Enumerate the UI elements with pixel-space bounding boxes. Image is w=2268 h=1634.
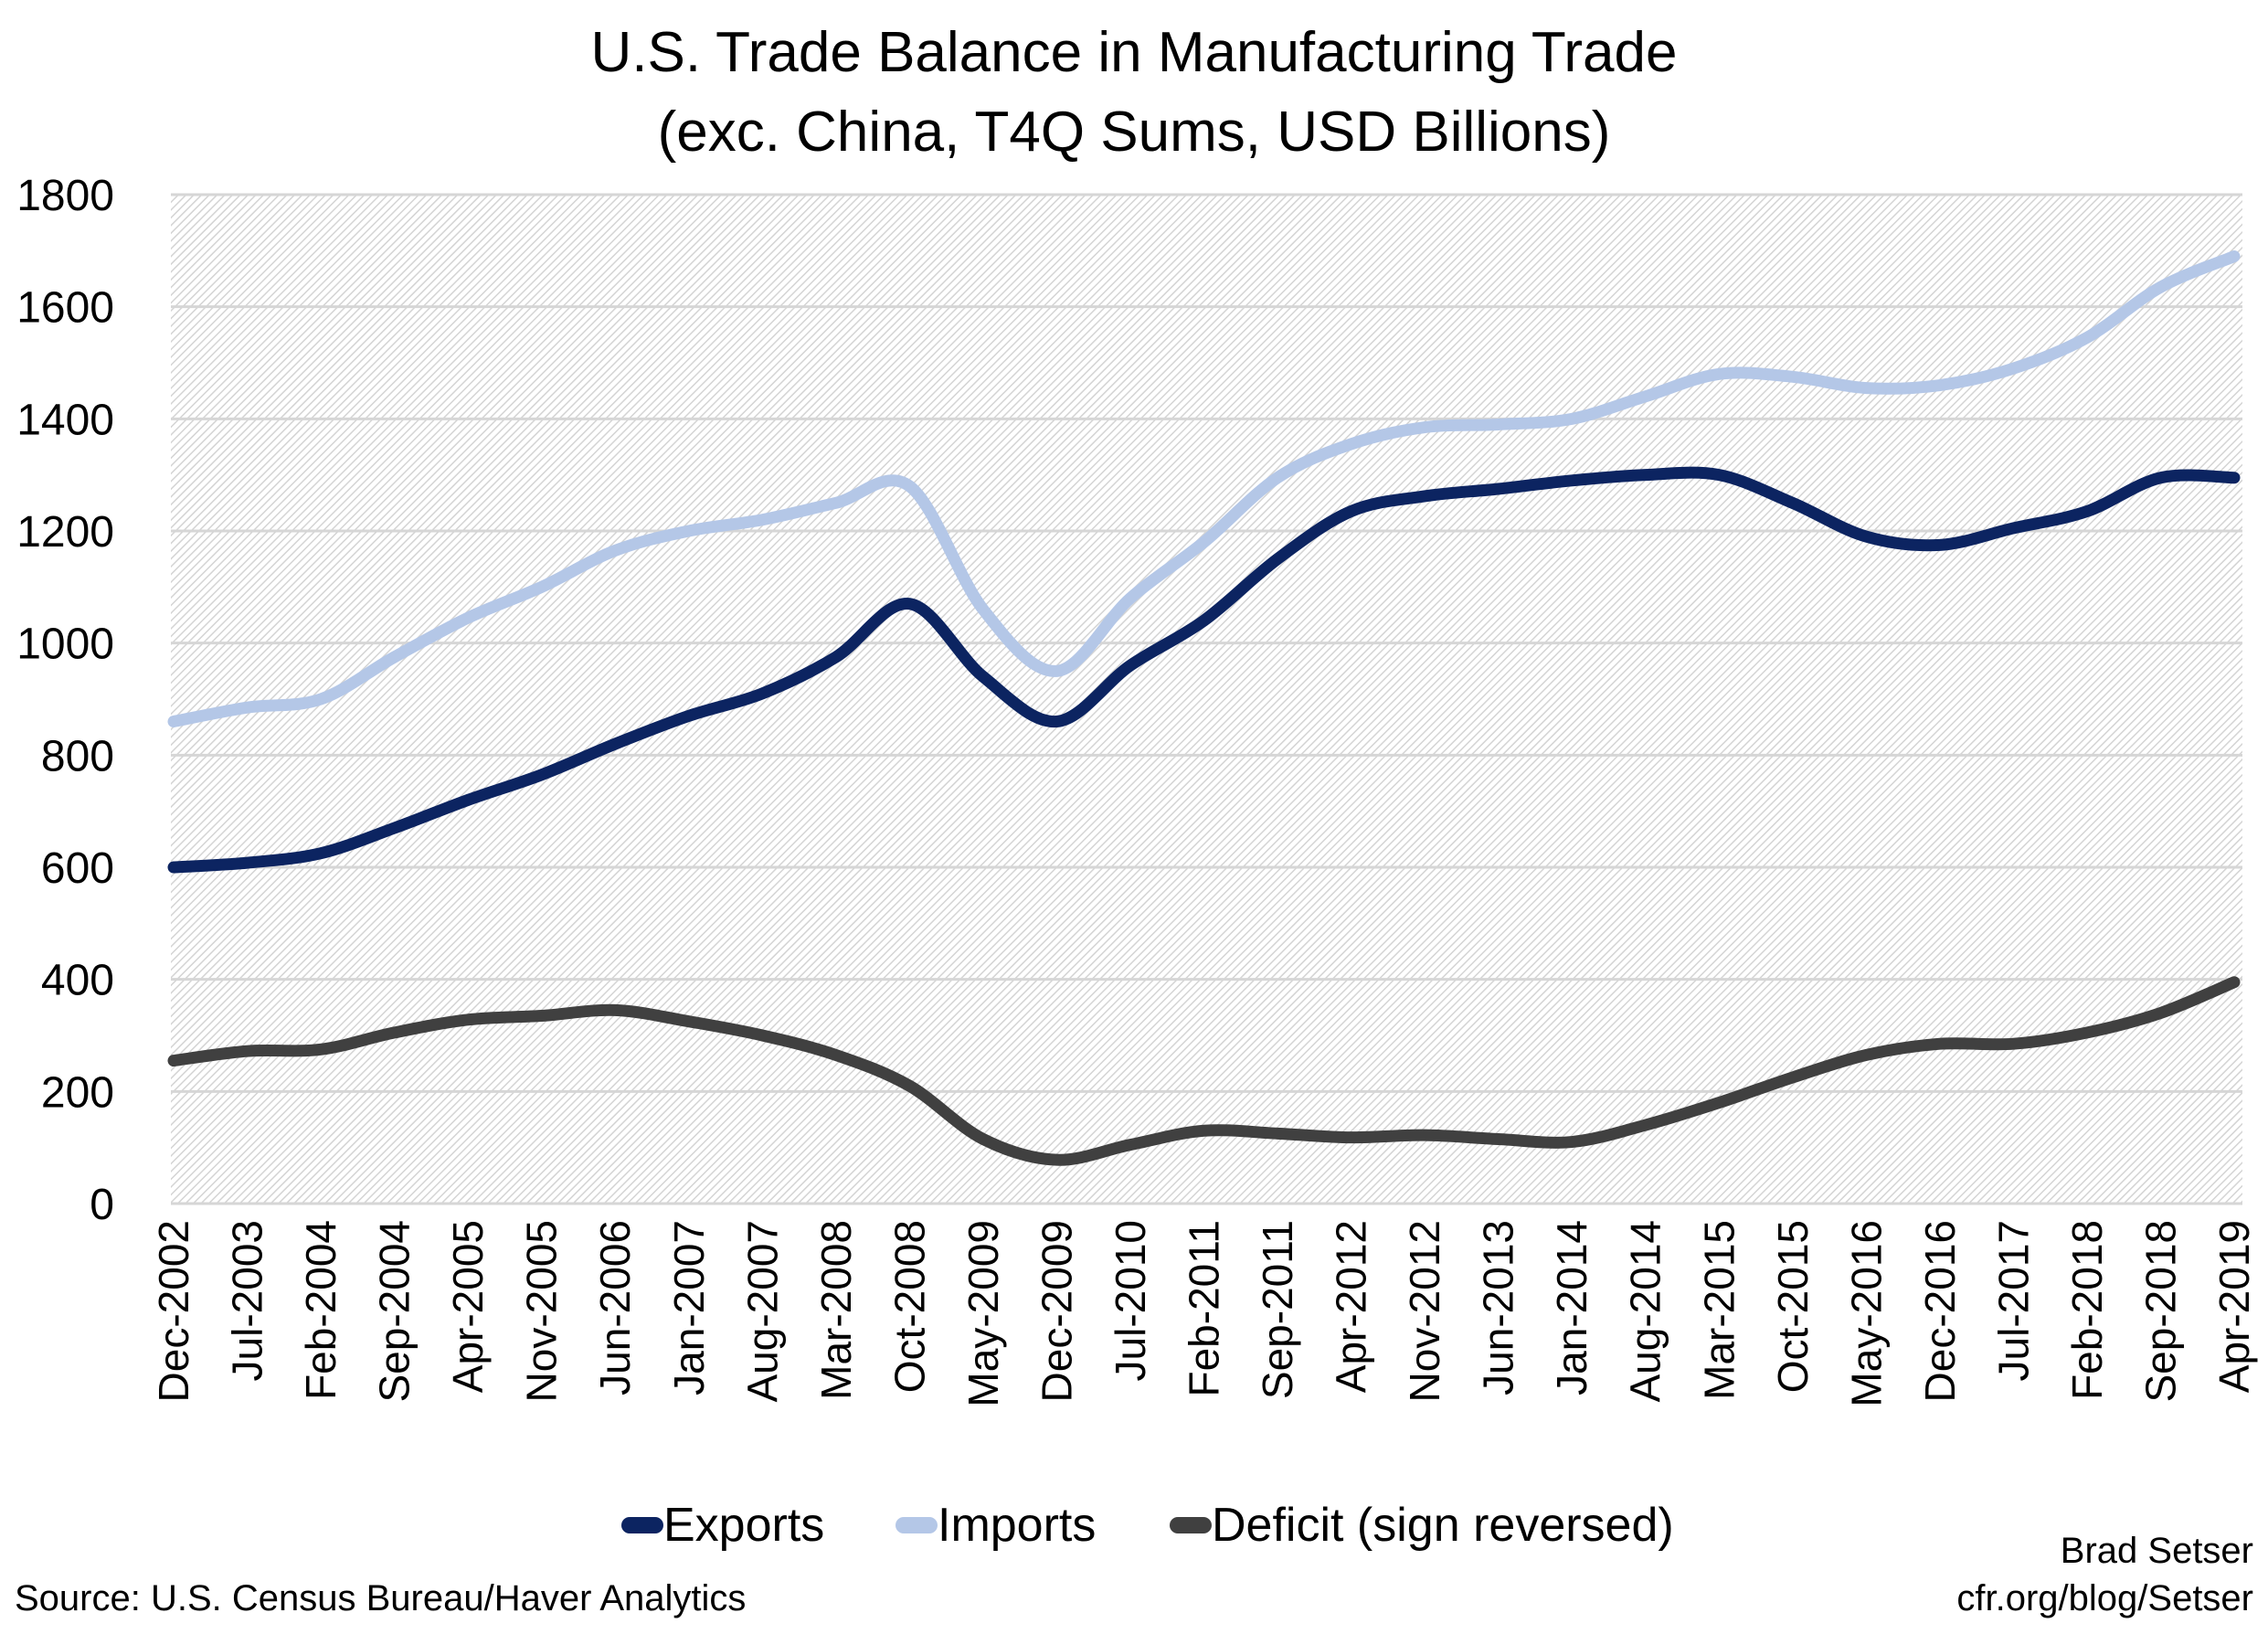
y-tick-label: 1000 <box>16 621 114 669</box>
x-tick-label: Dec-2002 <box>150 1220 197 1402</box>
x-tick-label: Jun-2006 <box>591 1220 639 1395</box>
chart-title: U.S. Trade Balance in Manufacturing Trad… <box>591 21 1678 84</box>
series-line-deficit <box>167 976 2241 1166</box>
x-tick-label: Sep-2018 <box>2136 1220 2184 1403</box>
x-tick-label: Sep-2004 <box>371 1220 419 1403</box>
x-tick-label: Jul-2010 <box>1107 1220 1154 1381</box>
legend-swatch <box>1170 1517 1212 1533</box>
legend-swatch <box>621 1517 663 1533</box>
x-tick-label: Jun-2013 <box>1475 1220 1522 1395</box>
y-tick-label: 600 <box>41 844 114 893</box>
y-tick-label: 400 <box>41 957 114 1005</box>
x-tick-label: Feb-2004 <box>297 1220 344 1400</box>
legend-label: Imports <box>938 1499 1096 1552</box>
x-tick-label: Jul-2017 <box>1989 1220 2037 1381</box>
x-tick-label: Sep-2011 <box>1254 1220 1301 1399</box>
y-tick-label: 1400 <box>16 396 114 444</box>
x-tick-label: Apr-2005 <box>444 1220 492 1393</box>
x-tick-label: Aug-2007 <box>738 1220 786 1403</box>
series-line-imports <box>167 249 2241 728</box>
legend-label: Exports <box>663 1499 824 1552</box>
x-tick-label: Feb-2018 <box>2063 1220 2111 1400</box>
x-tick-label: Jan-2014 <box>1548 1220 1595 1395</box>
y-tick-label: 0 <box>90 1181 114 1229</box>
x-tick-label: Mar-2015 <box>1695 1220 1743 1400</box>
x-tick-label: Oct-2008 <box>885 1220 933 1393</box>
y-tick-label: 1600 <box>16 284 114 333</box>
x-tick-label: Mar-2008 <box>812 1220 860 1400</box>
x-tick-label: Jan-2007 <box>665 1220 713 1395</box>
x-tick-label: Dec-2016 <box>1916 1220 1964 1402</box>
y-tick-label: 800 <box>41 732 114 780</box>
y-tick-label: 1800 <box>16 172 114 220</box>
y-tick-label: 1200 <box>16 508 114 557</box>
legend-swatch <box>896 1517 938 1533</box>
author-url: cfr.org/blog/Setser <box>1956 1578 2253 1618</box>
x-tick-label: Nov-2005 <box>518 1220 566 1402</box>
series-line-exports <box>167 466 2241 874</box>
x-tick-label: Apr-2012 <box>1328 1220 1375 1393</box>
x-tick-label: Oct-2015 <box>1769 1220 1817 1393</box>
x-tick-label: Nov-2012 <box>1401 1220 1448 1402</box>
x-tick-label: May-2016 <box>1842 1220 1890 1407</box>
x-tick-label: Aug-2014 <box>1622 1220 1669 1403</box>
author-credit: Brad Setser <box>2061 1531 2253 1571</box>
x-tick-label: Jul-2003 <box>224 1220 271 1381</box>
plot-area <box>171 195 2242 1204</box>
chart-subtitle: (exc. China, T4Q Sums, USD Billions) <box>658 101 1611 164</box>
x-tick-label: Feb-2011 <box>1181 1220 1228 1397</box>
legend-label: Deficit (sign reversed) <box>1212 1499 1674 1552</box>
x-tick-label: Apr-2019 <box>2210 1220 2258 1393</box>
x-tick-label: May-2009 <box>959 1220 1007 1407</box>
x-tick-label: Dec-2009 <box>1033 1220 1080 1402</box>
y-tick-label: 200 <box>41 1068 114 1117</box>
legend: Exports Imports Deficit (sign reversed) <box>621 1499 1674 1552</box>
source-note: Source: U.S. Census Bureau/Haver Analyti… <box>15 1578 746 1618</box>
